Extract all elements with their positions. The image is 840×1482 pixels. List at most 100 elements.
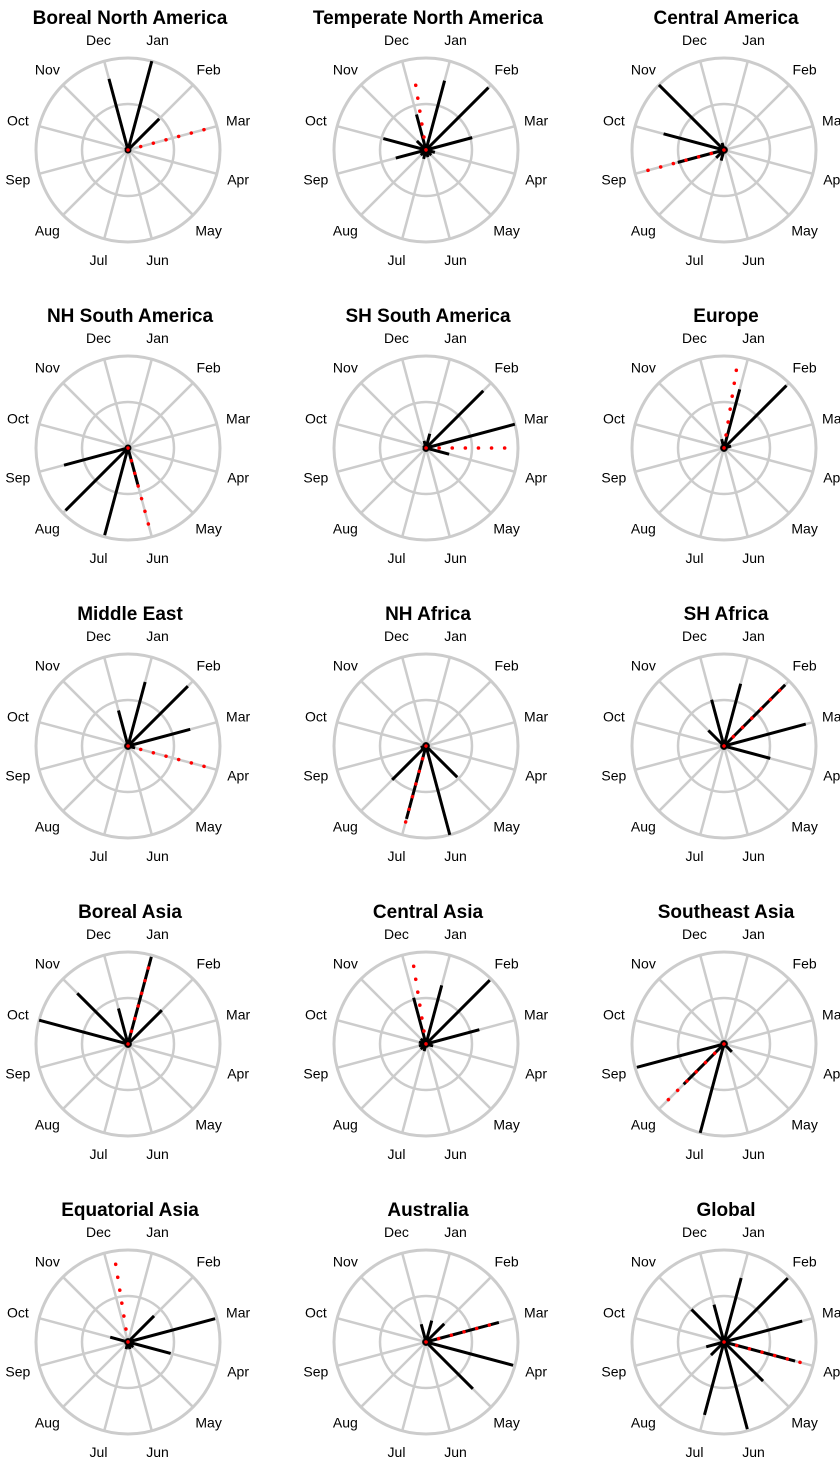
month-label-oct: Oct xyxy=(7,1006,29,1022)
month-label-jul: Jul xyxy=(90,848,108,864)
month-label-jul: Jul xyxy=(388,252,406,268)
month-label-mar: Mar xyxy=(822,1006,840,1022)
month-label-mar: Mar xyxy=(822,708,840,724)
month-label-jun: Jun xyxy=(444,848,467,864)
month-label-dec: Dec xyxy=(384,926,409,942)
month-label-aug: Aug xyxy=(333,1415,358,1431)
month-label-jan: Jan xyxy=(146,1224,169,1240)
month-label-mar: Mar xyxy=(524,1304,548,1320)
month-label-oct: Oct xyxy=(305,708,327,724)
chart-title: Global xyxy=(596,1200,840,1222)
month-label-jun: Jun xyxy=(742,848,765,864)
month-label-oct: Oct xyxy=(603,410,625,426)
month-label-jan: Jan xyxy=(742,926,765,942)
month-label-dec: Dec xyxy=(86,330,111,346)
month-label-nov: Nov xyxy=(35,1253,60,1269)
month-label-dec: Dec xyxy=(384,628,409,644)
month-label-oct: Oct xyxy=(7,708,29,724)
chart-title: Central Asia xyxy=(298,902,558,924)
month-label-nov: Nov xyxy=(35,61,60,77)
month-label-feb: Feb xyxy=(495,359,519,375)
month-label-nov: Nov xyxy=(333,955,358,971)
month-label-jun: Jun xyxy=(146,550,169,566)
month-label-may: May xyxy=(493,521,519,537)
month-label-feb: Feb xyxy=(197,657,221,673)
month-label-apr: Apr xyxy=(227,470,249,486)
month-label-mar: Mar xyxy=(226,410,250,426)
month-label-sep: Sep xyxy=(303,172,328,188)
month-label-jun: Jun xyxy=(742,550,765,566)
month-label-dec: Dec xyxy=(682,926,707,942)
month-label-nov: Nov xyxy=(35,955,60,971)
month-label-may: May xyxy=(493,1415,519,1431)
month-label-jun: Jun xyxy=(146,252,169,268)
chart-panel: GlobalJanFebMarAprMayJunJulAugSepOctNovD… xyxy=(596,1192,840,1482)
month-label-apr: Apr xyxy=(823,1364,840,1380)
month-label-feb: Feb xyxy=(793,359,817,375)
month-label-oct: Oct xyxy=(305,410,327,426)
month-label-sep: Sep xyxy=(303,1066,328,1082)
month-label-jan: Jan xyxy=(742,32,765,48)
month-label-sep: Sep xyxy=(5,172,30,188)
month-label-nov: Nov xyxy=(35,359,60,375)
month-label-mar: Mar xyxy=(226,1304,250,1320)
month-label-feb: Feb xyxy=(197,61,221,77)
month-label-jan: Jan xyxy=(444,32,467,48)
month-label-dec: Dec xyxy=(682,330,707,346)
month-label-mar: Mar xyxy=(524,410,548,426)
month-label-sep: Sep xyxy=(601,768,626,784)
month-label-aug: Aug xyxy=(35,521,60,537)
month-label-jun: Jun xyxy=(444,252,467,268)
month-label-apr: Apr xyxy=(525,1066,547,1082)
month-label-jul: Jul xyxy=(388,550,406,566)
month-label-jun: Jun xyxy=(444,1146,467,1162)
month-label-jun: Jun xyxy=(742,1444,765,1460)
month-label-jul: Jul xyxy=(686,550,704,566)
month-label-oct: Oct xyxy=(7,112,29,128)
month-label-oct: Oct xyxy=(7,410,29,426)
month-label-feb: Feb xyxy=(793,657,817,673)
chart-title: Boreal North America xyxy=(0,8,260,30)
month-label-nov: Nov xyxy=(631,955,656,971)
month-label-may: May xyxy=(791,1117,817,1133)
month-label-sep: Sep xyxy=(303,1364,328,1380)
month-label-sep: Sep xyxy=(5,768,30,784)
month-label-oct: Oct xyxy=(603,1304,625,1320)
month-label-may: May xyxy=(791,223,817,239)
month-label-may: May xyxy=(493,1117,519,1133)
month-label-sep: Sep xyxy=(5,1364,30,1380)
month-label-jan: Jan xyxy=(146,330,169,346)
month-label-mar: Mar xyxy=(524,112,548,128)
month-label-aug: Aug xyxy=(35,1117,60,1133)
month-label-feb: Feb xyxy=(793,1253,817,1269)
month-label-mar: Mar xyxy=(524,708,548,724)
month-label-aug: Aug xyxy=(631,1117,656,1133)
month-label-may: May xyxy=(195,1117,221,1133)
month-label-apr: Apr xyxy=(823,172,840,188)
month-label-sep: Sep xyxy=(303,768,328,784)
month-label-nov: Nov xyxy=(631,359,656,375)
month-label-dec: Dec xyxy=(682,628,707,644)
month-label-jul: Jul xyxy=(90,550,108,566)
month-label-dec: Dec xyxy=(682,32,707,48)
month-label-apr: Apr xyxy=(227,1066,249,1082)
month-label-nov: Nov xyxy=(631,1253,656,1269)
month-label-jan: Jan xyxy=(146,32,169,48)
chart-title: Equatorial Asia xyxy=(0,1200,260,1222)
month-label-dec: Dec xyxy=(86,926,111,942)
month-label-apr: Apr xyxy=(227,1364,249,1380)
month-label-jun: Jun xyxy=(146,848,169,864)
month-label-apr: Apr xyxy=(525,1364,547,1380)
month-label-mar: Mar xyxy=(822,410,840,426)
